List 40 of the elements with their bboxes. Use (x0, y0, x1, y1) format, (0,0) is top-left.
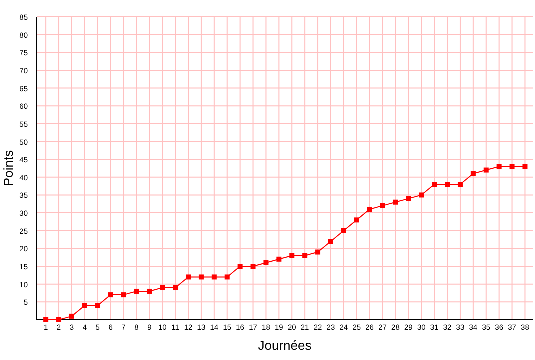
point (134, 288, 140, 294)
point (238, 264, 243, 270)
point (354, 218, 360, 223)
point (95, 303, 100, 308)
point (121, 292, 126, 298)
point (341, 228, 346, 234)
point (302, 253, 308, 258)
point (212, 274, 217, 280)
point (445, 182, 450, 188)
point (198, 274, 204, 280)
point (432, 182, 438, 188)
point (470, 171, 476, 176)
point (458, 182, 463, 188)
point (160, 285, 166, 290)
point (250, 264, 256, 270)
point (380, 203, 386, 208)
point (367, 206, 372, 212)
point (510, 164, 515, 170)
y-axis-title: Points (1, 150, 16, 187)
point (44, 318, 49, 322)
point (328, 239, 334, 244)
point (496, 164, 502, 170)
point (419, 192, 424, 198)
point (186, 274, 192, 280)
point (224, 274, 230, 280)
point (406, 196, 412, 202)
point (264, 260, 269, 266)
point (393, 200, 398, 205)
point (484, 168, 489, 173)
point (290, 253, 295, 258)
x-axis-title: Journées (258, 338, 312, 353)
point (522, 164, 528, 170)
point (147, 288, 152, 294)
point (108, 292, 114, 298)
point (316, 250, 321, 255)
point (69, 314, 74, 319)
point (82, 303, 88, 308)
point (276, 256, 282, 262)
point (173, 285, 178, 290)
point (56, 318, 62, 322)
